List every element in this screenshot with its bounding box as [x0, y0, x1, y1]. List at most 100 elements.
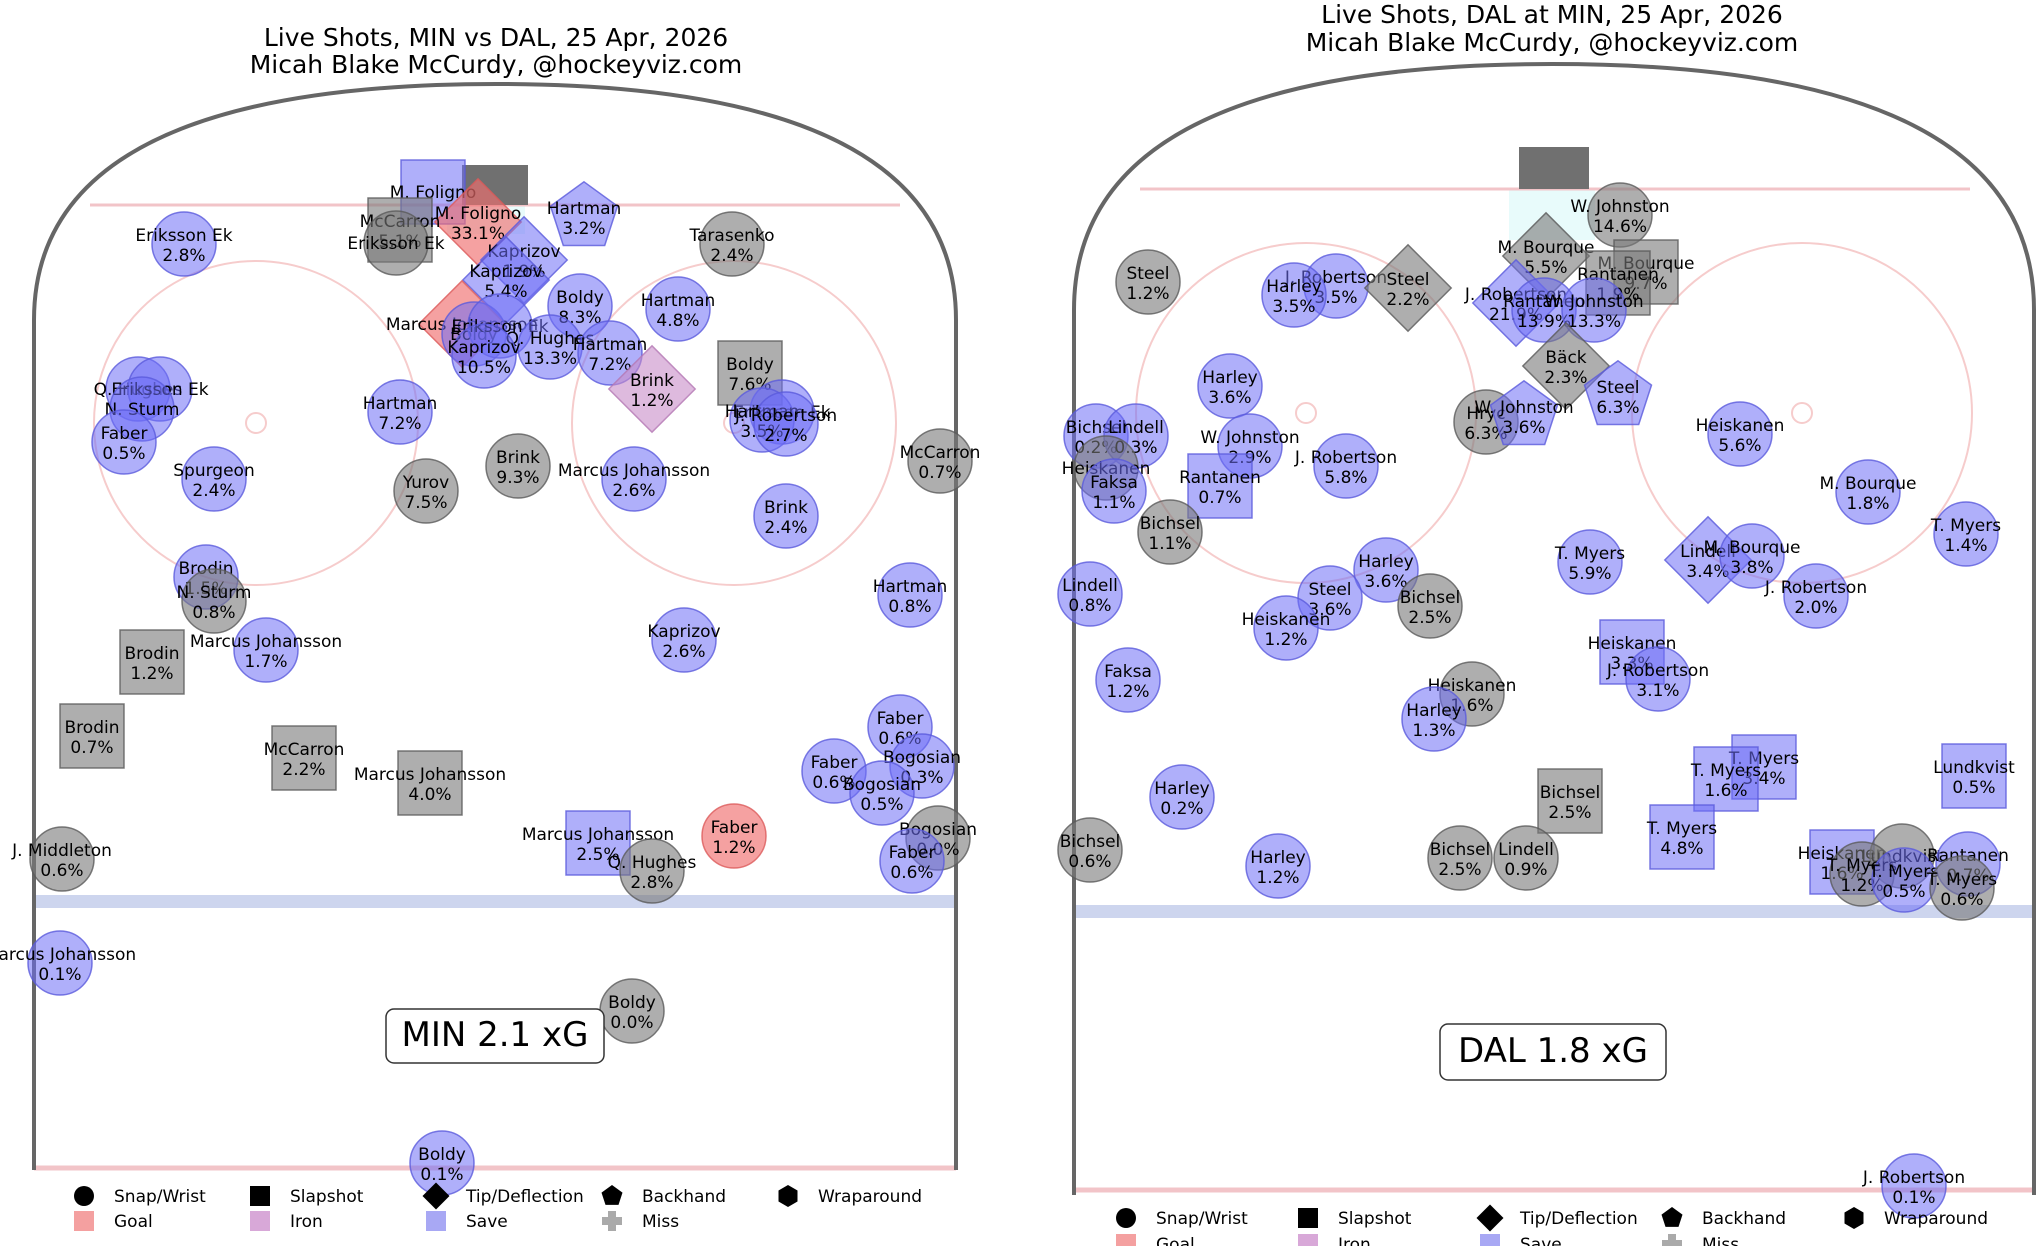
shot-marker-circle: [363, 210, 429, 276]
shot-xg-label: 1.2%: [1264, 630, 1307, 650]
rink-boards: [32, 81, 958, 1170]
shot-marker-circle: [601, 446, 667, 512]
shot-player-label: T. Myers: [1868, 862, 1939, 882]
shot-xg-label: 4.8%: [1660, 839, 1703, 859]
shot-player-label: M. Bourque: [1497, 238, 1594, 258]
legend-left: Snap/Wrist Slapshot Tip/Deflection Backhand…: [74, 1182, 922, 1232]
shot-player-label: Q. Hughes: [608, 853, 697, 873]
shot-player-label: Boldy: [556, 288, 604, 308]
shot-player-label: Harley: [1202, 368, 1257, 388]
shot-player-label: Bichsel: [1430, 840, 1491, 860]
shot-xg-label: 13.9%: [1517, 312, 1571, 332]
rink-left: [32, 81, 958, 1171]
shot-xg-label: 2.6%: [662, 642, 705, 662]
legend-item: Backhand: [1661, 1207, 1786, 1229]
legend-label: Goal: [114, 1212, 153, 1232]
shot-marker-circle: [1707, 401, 1773, 467]
shot-marker-square: [565, 810, 631, 876]
legend-marker-square: [1116, 1234, 1136, 1246]
shot-player-label: J. Robertson: [1862, 1168, 1965, 1188]
shot-player-label: Faksa: [1104, 662, 1152, 682]
shot-xg-label: 0.8%: [888, 597, 931, 617]
shot-xg-label: 0.1%: [38, 965, 81, 985]
shot-player-label: Harley: [1266, 277, 1321, 297]
shot-marker-circle: [1057, 817, 1123, 883]
shot-player-label: J. Robertson: [734, 406, 837, 426]
shot-xg-label: 1.2%: [712, 838, 755, 858]
shot-xg-label: 10.5%: [457, 358, 511, 378]
panel-right: Live Shots, DAL at MIN, 25 Apr, 2026 Mic…: [1057, 0, 2036, 1219]
shot-marker-circle: [1115, 249, 1181, 315]
shot-player-label: Brink: [764, 498, 808, 518]
shot-player-label: Bäck: [1545, 348, 1586, 368]
shot-player-label: Faber: [711, 818, 758, 838]
shot-marker-circle: [1081, 458, 1147, 524]
legend-marker-square: [250, 1186, 270, 1206]
shot-player-label: T. Myers: [1926, 870, 1997, 890]
legend-marker-square: [1480, 1234, 1500, 1246]
shot-marker-circle: [1245, 833, 1311, 899]
shot-player-label: Brink: [496, 448, 540, 468]
shot-xg-label: 2.5%: [576, 845, 619, 865]
shot-xg-label: 0.1%: [1892, 1188, 1935, 1208]
shot-xg-label: 2.5%: [1408, 608, 1451, 628]
legend-label: Iron: [290, 1212, 323, 1232]
shot-xg-label: 0.7%: [70, 738, 113, 758]
legend-item: Save: [1480, 1234, 1562, 1246]
shot-player-label: Kaprizov: [447, 338, 520, 358]
shot-player-label: Tarasenko: [688, 226, 774, 246]
shot-xg-label: 1.6%: [1704, 781, 1747, 801]
shot-player-label: Faber: [877, 709, 924, 729]
shot-player-label: Steel: [1596, 378, 1639, 398]
shot-player-label: Hartman: [641, 291, 716, 311]
shot-player-label: J. Middleton: [11, 841, 112, 861]
shot-marker-circle: [29, 826, 95, 892]
faceoff-dot-left: [245, 412, 267, 434]
legend-item: Goal: [74, 1211, 153, 1232]
shot-player-label: Harley: [1406, 701, 1461, 721]
shot-xg-label: 0.6%: [1068, 852, 1111, 872]
legend-label: Snap/Wrist: [1156, 1209, 1248, 1229]
shot-player-label: N. Sturm: [176, 583, 251, 603]
shot-player-label: Bichsel: [1140, 514, 1201, 534]
shot-player-label: Boldy: [726, 355, 774, 375]
xg-total-label: MIN 2.1 xG: [402, 1015, 589, 1055]
shot-player-label: Eriksson Ek: [135, 226, 232, 246]
shot-xg-label: 2.3%: [1544, 368, 1587, 388]
shot-xg-label: 13.3%: [1567, 312, 1621, 332]
shot-player-label: W. Johnston: [1474, 398, 1573, 418]
shot-marker-square: [397, 750, 463, 816]
legend-marker-diamond: [422, 1182, 450, 1210]
shot-xg-label: 3.2%: [562, 219, 605, 239]
shot-player-label: McCarron: [900, 443, 981, 463]
rink-right: [1072, 61, 2036, 1195]
legend-label: Miss: [642, 1212, 679, 1232]
shot-marker-circle: [701, 803, 767, 869]
legend-label: Save: [1520, 1235, 1562, 1246]
shot-xg-label: 2.4%: [710, 246, 753, 266]
shot-player-label: Marcus Johansson: [0, 945, 136, 965]
blue-line: [1074, 905, 2034, 918]
shot-player-label: Lindell: [1108, 418, 1164, 438]
shot-player-label: Marcus Johansson: [522, 825, 674, 845]
legend-marker-pentagon: [1661, 1207, 1683, 1227]
chart-subtitle: Micah Blake McCurdy, @hockeyviz.com: [1306, 28, 1799, 57]
shot-player-label: Steel: [1308, 580, 1351, 600]
xg-box: [385, 1008, 605, 1064]
